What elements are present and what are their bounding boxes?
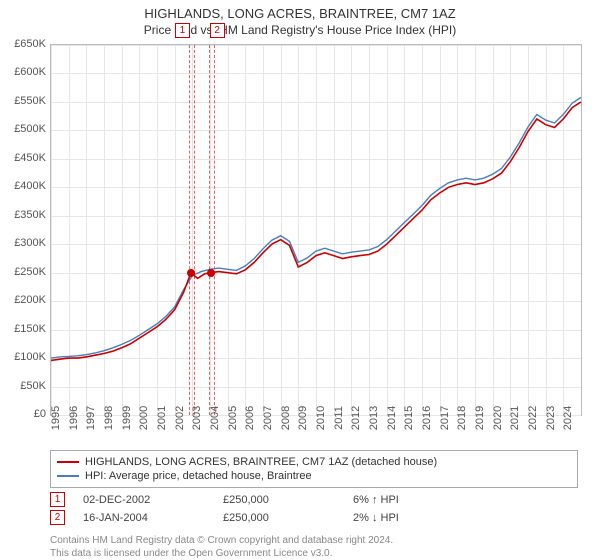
x-tick-label: 2005 <box>227 406 239 430</box>
legend-label: HPI: Average price, detached house, Brai… <box>85 470 312 482</box>
x-tick-label: 2011 <box>333 406 345 430</box>
x-tick-label: 2017 <box>439 406 451 430</box>
sale-marker-2: 2 <box>210 23 225 38</box>
chart-container: { "title": "HIGHLANDS, LONG ACRES, BRAIN… <box>0 0 600 560</box>
y-tick-label: £250K <box>14 266 46 278</box>
x-tick-label: 2023 <box>545 406 557 430</box>
legend-swatch <box>57 475 79 477</box>
x-tick-label: 2024 <box>562 406 574 430</box>
footer-line-1: Contains HM Land Registry data © Crown c… <box>50 534 393 547</box>
footer-line-2: This data is licensed under the Open Gov… <box>50 547 393 560</box>
x-tick-label: 1998 <box>103 406 115 430</box>
y-tick-label: £350K <box>14 209 46 221</box>
y-tick-label: £550K <box>14 95 46 107</box>
x-tick-label: 2015 <box>403 406 415 430</box>
sale-dot-1 <box>187 269 195 277</box>
legend-item: HIGHLANDS, LONG ACRES, BRAINTREE, CM7 1A… <box>57 455 571 469</box>
x-tick-label: 2000 <box>138 406 150 430</box>
legend: HIGHLANDS, LONG ACRES, BRAINTREE, CM7 1A… <box>50 450 578 488</box>
tx-marker: 2 <box>50 510 65 525</box>
x-tick-label: 1995 <box>50 406 62 430</box>
x-tick-label: 2022 <box>527 406 539 430</box>
x-tick-label: 2019 <box>474 406 486 430</box>
x-tick-label: 2009 <box>297 406 309 430</box>
tx-price: £250,000 <box>223 512 353 524</box>
y-tick-label: £650K <box>14 38 46 50</box>
legend-swatch <box>57 461 79 463</box>
x-tick-label: 2006 <box>244 406 256 430</box>
tx-marker: 1 <box>50 492 65 507</box>
y-tick-label: £400K <box>14 180 46 192</box>
x-tick-label: 2001 <box>156 406 168 430</box>
x-tick-label: 2020 <box>492 406 504 430</box>
legend-item: HPI: Average price, detached house, Brai… <box>57 469 571 483</box>
x-tick-label: 2002 <box>174 406 186 430</box>
tx-price: £250,000 <box>223 494 353 506</box>
x-tick-label: 1999 <box>121 406 133 430</box>
sale-dot-2 <box>207 269 215 277</box>
x-tick-label: 2008 <box>280 406 292 430</box>
y-tick-label: £500K <box>14 123 46 135</box>
transaction-row: 2 16-JAN-2004£250,0002% ↓ HPI <box>50 510 580 525</box>
transaction-row: 1 02-DEC-2002£250,0006% ↑ HPI <box>50 492 580 507</box>
y-tick-label: £450K <box>14 152 46 164</box>
tx-relative: 2% ↓ HPI <box>353 512 453 524</box>
x-tick-label: 2016 <box>421 406 433 430</box>
y-tick-label: £0 <box>34 408 46 420</box>
y-tick-label: £150K <box>14 323 46 335</box>
x-tick-label: 2003 <box>191 406 203 430</box>
y-tick-label: £600K <box>14 66 46 78</box>
tx-date: 02-DEC-2002 <box>83 494 223 506</box>
tx-relative: 6% ↑ HPI <box>353 494 453 506</box>
y-tick-label: £100K <box>14 351 46 363</box>
x-tick-label: 2021 <box>509 406 521 430</box>
chart-title: HIGHLANDS, LONG ACRES, BRAINTREE, CM7 1A… <box>0 0 600 21</box>
series-line <box>51 97 581 358</box>
x-tick-label: 2007 <box>262 406 274 430</box>
y-tick-label: £300K <box>14 237 46 249</box>
series-line <box>51 102 581 361</box>
chart-subtitle: Price paid vs. HM Land Registry's House … <box>0 21 600 37</box>
sale-marker-1: 1 <box>175 23 190 38</box>
x-tick-label: 2004 <box>209 406 221 430</box>
tx-date: 16-JAN-2004 <box>83 512 223 524</box>
x-tick-label: 2010 <box>315 406 327 430</box>
y-tick-label: £50K <box>20 380 46 392</box>
x-tick-label: 2012 <box>350 406 362 430</box>
legend-label: HIGHLANDS, LONG ACRES, BRAINTREE, CM7 1A… <box>85 456 437 468</box>
footer-attribution: Contains HM Land Registry data © Crown c… <box>50 534 393 560</box>
x-tick-label: 1997 <box>85 406 97 430</box>
x-tick-label: 2018 <box>456 406 468 430</box>
x-tick-label: 2014 <box>386 406 398 430</box>
x-tick-label: 2013 <box>368 406 380 430</box>
x-tick-label: 1996 <box>68 406 80 430</box>
y-tick-label: £200K <box>14 294 46 306</box>
plot-area: 12 <box>50 44 582 416</box>
